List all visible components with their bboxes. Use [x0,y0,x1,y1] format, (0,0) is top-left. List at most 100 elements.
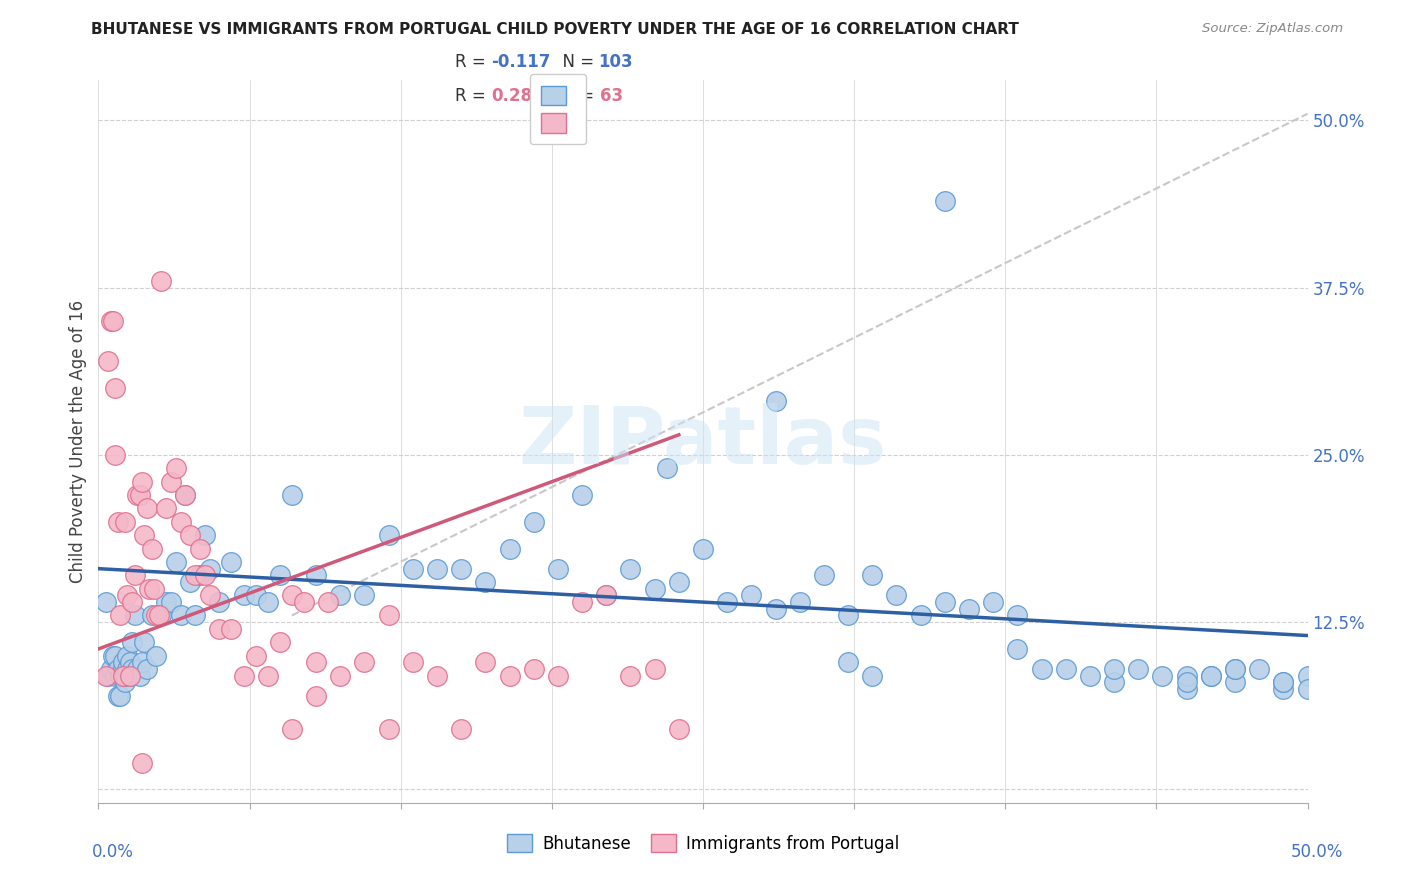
Point [131,655,153,669]
Text: ZIPatlas: ZIPatlas [519,402,887,481]
Point [547,562,569,576]
Point [934,595,956,609]
Point [571,595,593,609]
Point [107,662,129,676]
Point [232,589,254,603]
Point [305,655,328,669]
Point [114,515,136,529]
Point [1272,682,1295,697]
Point [174,488,197,502]
Point [316,595,339,609]
Point [619,562,641,576]
Point [765,602,787,616]
Point [101,648,124,663]
Point [426,562,449,576]
Point [111,662,134,676]
Point [118,669,141,683]
Point [837,608,859,623]
Text: 50.0%: 50.0% [1291,843,1343,861]
Point [188,541,211,556]
Point [269,635,291,649]
Point [910,608,932,623]
Point [619,669,641,683]
Point [169,515,191,529]
Point [1128,662,1150,676]
Point [111,669,134,683]
Point [145,648,167,663]
Point [160,475,183,489]
Point [1175,675,1198,690]
Point [131,756,153,770]
Point [1102,675,1125,690]
Point [108,689,131,703]
Point [402,562,425,576]
Point [498,669,520,683]
Point [450,562,472,576]
Point [111,655,134,669]
Point [292,595,315,609]
Point [377,723,399,737]
Point [121,635,143,649]
Point [474,575,496,590]
Point [148,608,170,623]
Point [114,675,136,690]
Text: Source: ZipAtlas.com: Source: ZipAtlas.com [1202,22,1343,36]
Point [1249,662,1271,676]
Point [97,354,120,368]
Point [169,608,191,623]
Point [141,608,163,623]
Point [281,488,304,502]
Text: 0.0%: 0.0% [91,843,134,861]
Point [145,608,167,623]
Point [813,568,835,582]
Point [1296,682,1319,697]
Point [1102,662,1125,676]
Point [1199,669,1222,683]
Point [179,575,201,590]
Point [1223,662,1246,676]
Point [595,589,617,603]
Point [150,608,173,623]
Point [208,622,231,636]
Point [655,461,678,475]
Point [135,501,157,516]
Point [107,689,129,703]
Point [281,723,304,737]
Text: R =: R = [456,87,491,105]
Point [198,589,221,603]
Point [644,662,666,676]
Point [165,555,187,569]
Point [174,488,197,502]
Point [426,669,449,683]
Point [165,461,187,475]
Point [117,648,139,663]
Point [329,669,352,683]
Y-axis label: Child Poverty Under the Age of 16: Child Poverty Under the Age of 16 [69,300,87,583]
Point [305,689,328,703]
Point [184,608,207,623]
Point [281,589,304,603]
Text: N =: N = [551,87,599,105]
Text: 63: 63 [600,87,623,105]
Point [245,589,267,603]
Point [108,608,131,623]
Point [934,194,956,208]
Point [523,662,546,676]
Point [716,595,738,609]
Point [1054,662,1077,676]
Point [498,541,520,556]
Point [269,568,291,582]
Point [353,655,375,669]
Point [134,635,156,649]
Point [353,589,375,603]
Point [121,595,143,609]
Point [1007,608,1029,623]
Point [1296,669,1319,683]
Point [127,662,149,676]
Point [107,515,129,529]
Point [108,669,131,683]
Point [305,568,328,582]
Point [117,662,139,676]
Point [377,608,399,623]
Text: BHUTANESE VS IMMIGRANTS FROM PORTUGAL CHILD POVERTY UNDER THE AGE OF 16 CORRELAT: BHUTANESE VS IMMIGRANTS FROM PORTUGAL CH… [91,22,1019,37]
